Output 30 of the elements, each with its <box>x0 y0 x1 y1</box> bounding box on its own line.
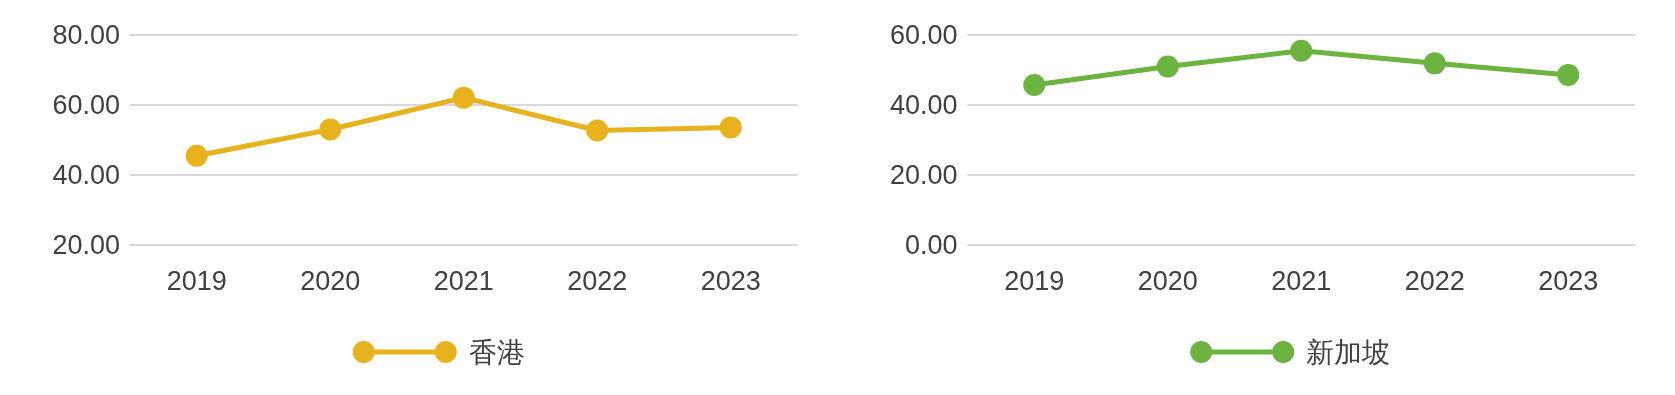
x-tick-label: 2019 <box>166 266 227 296</box>
x-tick-label: 2022 <box>1404 266 1465 296</box>
legend-label: 新加坡 <box>1306 337 1391 368</box>
point <box>1423 52 1446 75</box>
x-tick-label: 2023 <box>700 266 761 296</box>
point <box>1557 63 1580 86</box>
point <box>1023 74 1046 97</box>
legend-label: 香港 <box>468 337 525 368</box>
point <box>719 116 742 139</box>
point <box>319 118 342 141</box>
point <box>452 86 475 109</box>
y-tick-label: 80.00 <box>52 20 120 50</box>
y-tick-label: 0.00 <box>904 230 958 260</box>
y-tick-label: 40.00 <box>889 90 958 120</box>
x-tick-label: 2021 <box>433 266 494 296</box>
x-tick-label: 2020 <box>1137 266 1198 296</box>
x-tick-label: 2022 <box>567 266 628 296</box>
x-tick-label: 2019 <box>1004 266 1065 296</box>
x-tick-label: 2020 <box>300 266 361 296</box>
point <box>1290 39 1313 62</box>
y-tick-label: 60.00 <box>889 20 958 50</box>
point <box>185 144 208 167</box>
y-tick-label: 20.00 <box>52 230 120 260</box>
y-tick-label: 40.00 <box>52 160 120 190</box>
y-tick-label: 20.00 <box>889 160 958 190</box>
y-tick-label: 60.00 <box>52 90 120 120</box>
x-tick-label: 2021 <box>1271 266 1332 296</box>
x-tick-label: 2023 <box>1538 266 1599 296</box>
point <box>586 119 609 142</box>
point <box>1156 55 1179 78</box>
